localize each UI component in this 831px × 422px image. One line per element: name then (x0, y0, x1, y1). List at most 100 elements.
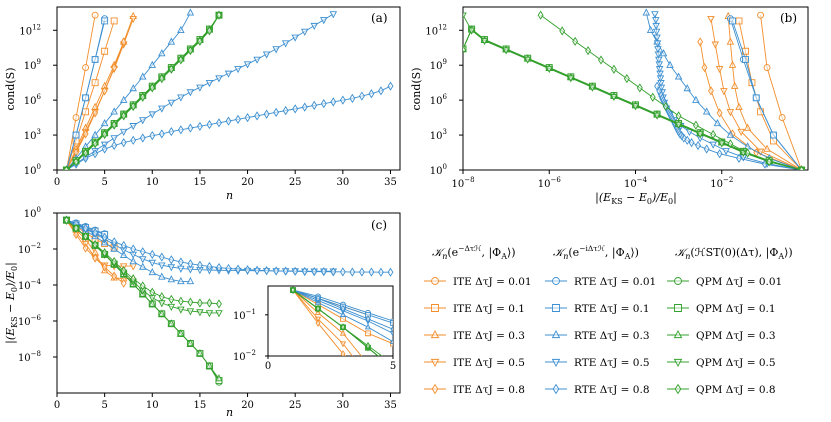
data-point (263, 266, 270, 276)
panel-c-xlabel: n (226, 406, 233, 419)
data-point (82, 148, 89, 158)
legend-label: QPM ΔτJ = 0.3 (696, 330, 776, 342)
data-point (282, 266, 289, 276)
inset-y-tick-label: 10−1 (233, 308, 256, 322)
data-point (652, 17, 660, 25)
data-point (158, 309, 166, 317)
data-point (177, 276, 185, 285)
x-tick-label: 25 (289, 400, 302, 411)
data-point (187, 259, 194, 269)
x-tick-label-base: 20 (241, 400, 254, 411)
x-tick-label-base: 30 (336, 177, 349, 188)
y-tick-label-base: 10 (24, 209, 37, 220)
data-point (467, 27, 476, 35)
data-point (708, 86, 714, 96)
data-point (72, 131, 80, 139)
y-tick-label-base: 10 (430, 61, 443, 72)
y-tick-label-base: 10 (425, 26, 438, 37)
x-tick-label-base: 30 (336, 400, 349, 411)
data-point (139, 92, 146, 102)
data-point (244, 265, 251, 275)
legend-header-rte: 𝒦n(e−iΔτℋ, |ΦA⟩) (553, 244, 639, 261)
data-point (742, 55, 749, 63)
data-point (206, 261, 213, 272)
series-ite-circle (63, 11, 99, 170)
legend-marker (673, 358, 683, 367)
legend-header-part: (e (568, 246, 579, 259)
data-point (186, 308, 195, 316)
panel-c-inset: 0 510−210−1 (233, 285, 421, 394)
x-tick-label-base: 35 (384, 400, 397, 411)
b-xl-sub2: 0 (647, 197, 652, 206)
y-tick-label-exp: 9 (443, 58, 447, 66)
data-point (139, 281, 146, 291)
data-point (111, 271, 118, 281)
data-point (662, 101, 669, 112)
data-point (243, 61, 252, 69)
data-point (463, 12, 467, 20)
data-point (101, 248, 108, 258)
data-point (205, 79, 214, 88)
legend-entry-qpm-triangle-up: QPM ΔτJ = 0.3 (667, 330, 776, 342)
legend-label: RTE ΔτJ = 0.01 (574, 276, 656, 288)
data-point (101, 17, 109, 25)
x-tick-label: 15 (194, 400, 207, 411)
data-point (244, 113, 251, 123)
legend-header-part: −Δτℋ (458, 244, 482, 253)
legend-header-part: A (624, 252, 631, 261)
c-yl-mid2: )/E (4, 271, 17, 288)
data-point (778, 114, 786, 122)
data-point (659, 49, 668, 57)
data-point (82, 108, 90, 116)
series-ite-diamond (63, 215, 127, 288)
x-tick-label-base: 25 (289, 400, 302, 411)
x-tick-label-base: 5 (101, 400, 107, 411)
data-point (366, 361, 371, 366)
data-point (701, 62, 708, 73)
y-tick-label-base: 10 (24, 96, 37, 107)
inset-x-tick-label-base: 5 (390, 361, 396, 372)
data-point (339, 267, 346, 277)
data-point (416, 382, 420, 388)
x-tick-label-base: 0 (54, 177, 60, 188)
x-tick-label-base: 0 (54, 400, 60, 411)
legend-header-part: n (685, 252, 690, 261)
y-tick-label: 1012 (19, 23, 41, 37)
data-point (111, 237, 118, 247)
data-point (110, 107, 118, 115)
legend-header-part: (e (447, 246, 458, 259)
data-point (120, 111, 127, 121)
series-ite-triangle-up (64, 11, 137, 170)
data-point (315, 294, 321, 303)
x-tick-label: 15 (194, 177, 207, 188)
x-tick-label: 35 (384, 400, 397, 411)
data-point (196, 348, 204, 357)
data-point (696, 131, 704, 139)
data-point (111, 257, 118, 267)
data-point (158, 272, 166, 280)
data-point (254, 265, 261, 275)
data-point (378, 267, 384, 277)
panel-a-frame (56, 6, 401, 171)
data-point (416, 389, 421, 394)
data-point (101, 47, 109, 55)
y-tick-label-base: 10 (18, 281, 31, 292)
data-point (523, 56, 532, 64)
data-point (320, 17, 328, 25)
x-tick-label-exp: −6 (550, 176, 561, 184)
legend-marker (431, 304, 439, 312)
x-tick-label: 5 (101, 177, 107, 188)
inset-ticks: 0 510−210−1 (233, 308, 396, 372)
data-point (389, 337, 393, 344)
series-ite-triangle-up (724, 11, 804, 170)
data-point (366, 374, 370, 380)
data-point (158, 292, 165, 302)
data-point (742, 47, 749, 55)
inset-series (289, 286, 421, 394)
panel-b-label: (b) (780, 11, 797, 25)
b-xl-mid: − E (623, 191, 647, 204)
data-point (91, 55, 99, 63)
panel-b-series (463, 8, 806, 170)
y-tick-label-exp: −4 (31, 278, 42, 286)
